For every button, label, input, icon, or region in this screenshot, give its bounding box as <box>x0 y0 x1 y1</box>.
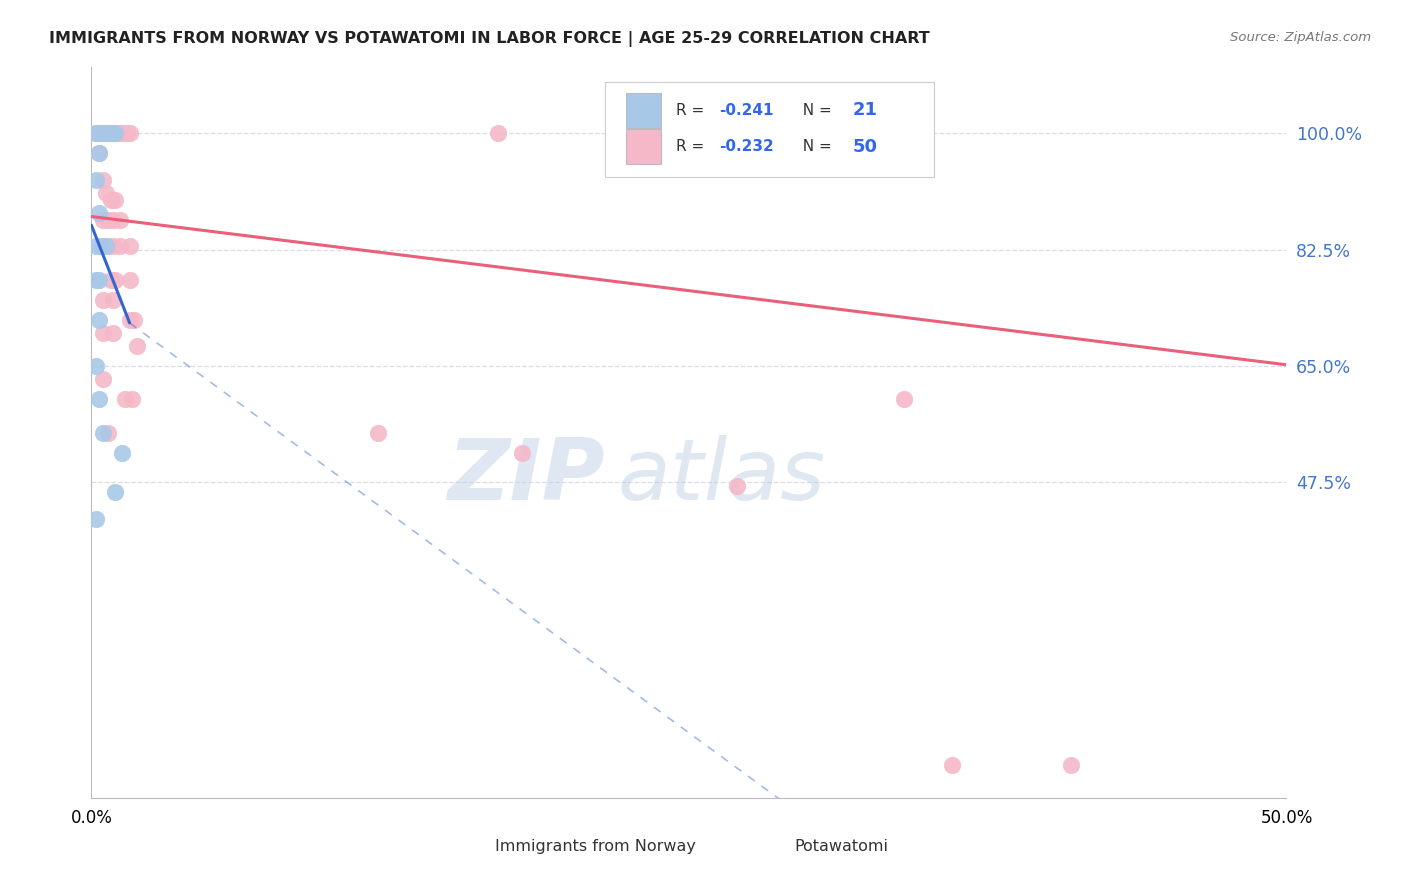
FancyBboxPatch shape <box>626 93 661 128</box>
FancyBboxPatch shape <box>755 837 789 857</box>
Point <box>101 326 124 340</box>
Point <box>486 127 509 141</box>
Point <box>97 239 120 253</box>
Text: Immigrants from Norway: Immigrants from Norway <box>495 839 696 855</box>
Text: N =: N = <box>793 139 837 154</box>
Point <box>118 273 141 287</box>
Point <box>510 445 533 459</box>
Point <box>125 339 148 353</box>
Point <box>87 312 110 326</box>
Point <box>93 212 114 227</box>
Point <box>87 206 110 220</box>
Point <box>84 273 107 287</box>
Text: R =: R = <box>676 139 709 154</box>
Point <box>94 127 117 141</box>
Point <box>118 239 141 253</box>
Point <box>93 425 114 440</box>
Point <box>90 127 112 141</box>
Text: -0.241: -0.241 <box>718 103 773 118</box>
Text: R =: R = <box>676 103 709 118</box>
Point <box>90 127 112 141</box>
Text: 21: 21 <box>852 101 877 119</box>
Point <box>84 173 107 187</box>
Point <box>367 425 389 440</box>
Point <box>94 186 117 201</box>
Point <box>1060 758 1083 772</box>
Text: Potawatomi: Potawatomi <box>794 839 889 855</box>
Point <box>84 127 107 141</box>
Point <box>108 127 131 141</box>
Point <box>93 239 114 253</box>
Text: ZIP: ZIP <box>447 435 605 518</box>
Point <box>111 127 134 141</box>
Point <box>100 193 122 207</box>
Point <box>87 273 110 287</box>
Point <box>118 127 141 141</box>
Point <box>97 212 120 227</box>
Point <box>118 312 141 326</box>
Point <box>93 127 114 141</box>
Point <box>104 193 127 207</box>
Text: N =: N = <box>793 103 837 118</box>
Point <box>111 445 134 459</box>
Point <box>115 127 138 141</box>
Point <box>107 127 129 141</box>
Point <box>84 239 107 253</box>
Point <box>97 127 120 141</box>
Point <box>93 293 114 307</box>
Text: Source: ZipAtlas.com: Source: ZipAtlas.com <box>1230 31 1371 45</box>
Point <box>101 127 124 141</box>
Point <box>87 392 110 407</box>
FancyBboxPatch shape <box>456 837 489 857</box>
FancyBboxPatch shape <box>605 81 934 177</box>
Point <box>94 239 117 253</box>
Point <box>104 127 127 141</box>
Point <box>100 273 122 287</box>
Point <box>87 146 110 161</box>
Text: -0.232: -0.232 <box>718 139 773 154</box>
Point <box>100 127 122 141</box>
Point <box>87 127 110 141</box>
Point <box>101 212 124 227</box>
Point <box>101 293 124 307</box>
Text: IMMIGRANTS FROM NORWAY VS POTAWATOMI IN LABOR FORCE | AGE 25-29 CORRELATION CHAR: IMMIGRANTS FROM NORWAY VS POTAWATOMI IN … <box>49 31 929 47</box>
Point <box>84 359 107 373</box>
Point <box>87 146 110 161</box>
Text: atlas: atlas <box>617 435 825 518</box>
Point <box>93 372 114 386</box>
Point <box>104 485 127 500</box>
Point <box>90 239 112 253</box>
Point <box>101 127 124 141</box>
Point <box>114 392 136 407</box>
Point <box>93 173 114 187</box>
Point <box>97 425 120 440</box>
FancyBboxPatch shape <box>626 129 661 164</box>
Point <box>101 239 124 253</box>
Point <box>84 127 107 141</box>
Point <box>121 392 143 407</box>
Point <box>124 312 146 326</box>
Point <box>94 127 117 141</box>
Point <box>84 512 107 526</box>
Point <box>104 127 127 141</box>
Point <box>93 326 114 340</box>
Point <box>725 479 748 493</box>
Point <box>893 392 915 407</box>
Point <box>108 212 131 227</box>
Point <box>108 239 131 253</box>
Point <box>941 758 963 772</box>
Point <box>104 273 127 287</box>
Point <box>97 127 120 141</box>
Text: 50: 50 <box>852 137 877 155</box>
